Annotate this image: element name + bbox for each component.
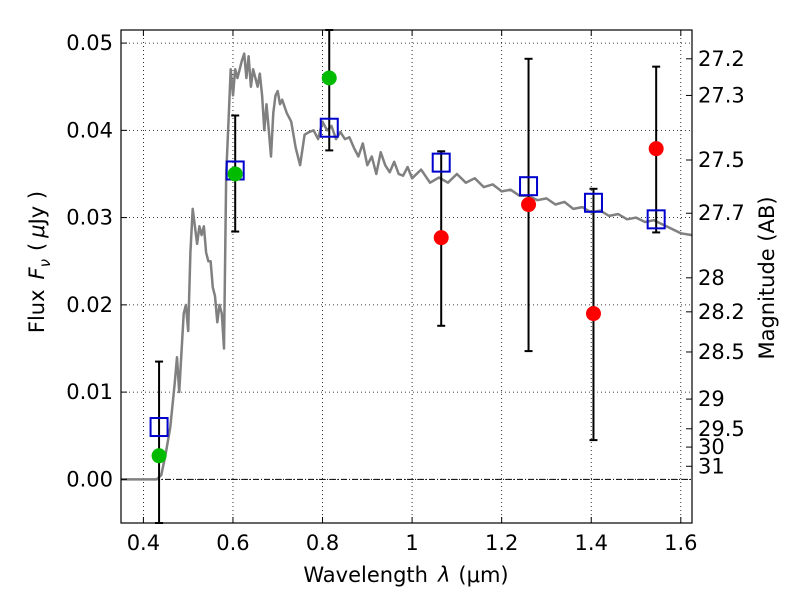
data-point [227,166,243,182]
spectrum-line [121,52,693,481]
data-point [648,141,664,157]
axes: 0.4 0.6 0.8 1 1.2 1.4 1.6 0.00 0.01 0.02 0.03 0.04 0… [66,30,745,555]
y2-axis-title: Magnitude (AB) [755,196,779,359]
y-axis-title-subscript: ν [36,259,54,267]
x-tick-label: 0.6 [216,531,249,555]
data-point [433,230,449,246]
model-square-marker [149,417,169,438]
y-tick-label: 0.02 [66,293,113,317]
x-tick-label: 1 [405,531,418,555]
mag-tick-label: 29 [698,387,725,411]
y-axis-title-unit-mu: μ [25,224,49,238]
model-square-marker [646,209,666,230]
x-axis-title-symbol: λ [437,563,450,587]
y-axis-title-text: Flux [25,289,49,333]
mag-tick-label: 27.5 [698,148,745,172]
model-square-marker [519,176,539,197]
x-tick-label: 1.4 [575,531,608,555]
y-axis-title: Flux Fν ( μJy ) [25,191,54,333]
model-square-marker [431,152,451,173]
mag-tick-label: 29.5 [698,417,745,441]
y-axis-title-symbol: F [25,266,49,279]
mag-tick-label: 27.7 [698,201,745,225]
y-tick-label: 0.03 [66,206,113,230]
mag-tick-label: 28.5 [698,340,745,364]
x-axis-title-text: Wavelength [303,563,428,587]
plot-series [121,29,693,524]
model-square-marker [583,192,603,213]
y-axis-title-unit-open: ( [25,243,49,251]
data-point [585,306,601,322]
mag-tick-label: 31 [698,454,725,478]
model-square-marker [319,117,339,138]
mag-tick-label: 30 [698,435,725,459]
data-point [521,197,537,213]
x-axis-title-unit: (μm) [458,563,508,587]
x-tick-label: 1.6 [664,531,697,555]
y-tick-label: 0.01 [66,380,113,404]
y-tick-label: 0.05 [66,31,113,55]
x-tick-label: 1.2 [485,531,518,555]
data-point [151,448,167,464]
y-tick-label: 0.04 [66,118,113,142]
mag-tick-label: 28.2 [698,300,745,324]
mag-tick-label: 27.3 [698,83,745,107]
mag-tick-label: 28 [698,266,725,290]
plot-frame [120,29,693,524]
y-axis-title-unit-rest: Jy ) [25,191,49,227]
x-tick-label: 0.4 [127,531,160,555]
x-axis-title: Wavelength λ (μm) [303,563,508,587]
data-point [321,70,337,86]
y-tick-label: 0.00 [66,467,113,491]
mag-tick-label: 27.2 [698,47,745,71]
x-tick-label: 0.8 [306,531,339,555]
grid-lines [121,30,692,523]
